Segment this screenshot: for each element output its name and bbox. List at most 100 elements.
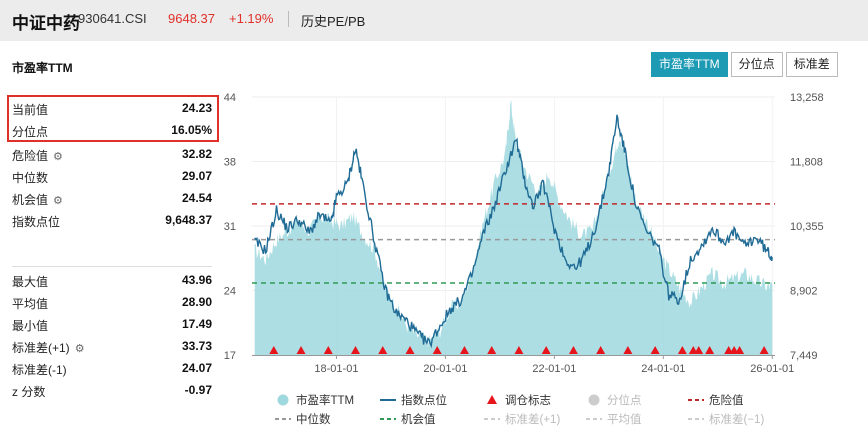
legend-label: 平均值: [607, 413, 642, 426]
legend-circle-icon: [277, 394, 289, 406]
stat-danger: 危险值 ⚙ 32.82: [12, 144, 212, 164]
tab-pe-ttm[interactable]: 市盈率TTM: [651, 52, 728, 77]
legend-label: 机会值: [401, 412, 436, 426]
legend-item[interactable]: 标准差(−1): [688, 412, 764, 426]
legend-item[interactable]: 市盈率TTM: [277, 393, 355, 407]
legend-circle-icon: [588, 394, 600, 406]
stat-label: z 分数: [12, 385, 46, 399]
legend-item[interactable]: 机会值: [380, 412, 436, 426]
stat-value: 24.07: [181, 361, 212, 375]
rebalance-marker: [432, 346, 442, 354]
gear-icon[interactable]: ⚙: [74, 343, 85, 355]
y-left-tick-label: 38: [224, 157, 236, 169]
legend-label: 标准差(+1): [505, 412, 560, 426]
stat-label: 危险值: [12, 149, 49, 163]
y-left-tick-label: 31: [224, 221, 236, 233]
stat-value: 29.07: [181, 169, 212, 183]
stat-value: 24.54: [181, 191, 212, 205]
legend-label: 标准差(−1): [709, 412, 764, 426]
y-left-tick-label: 24: [224, 286, 236, 298]
stat-opportunity: 机会值 ⚙ 24.54: [12, 188, 212, 208]
index-code: 930641.CSI: [78, 11, 147, 26]
legend-item[interactable]: 平均值: [586, 413, 642, 426]
rebalance-marker: [759, 346, 769, 354]
x-tick-label: 18-01-01: [314, 363, 358, 375]
legend-label: 中位数: [296, 412, 331, 426]
rebalance-marker: [705, 346, 715, 354]
legend-label: 市盈率TTM: [296, 393, 354, 407]
legend-item[interactable]: 分位点: [588, 393, 642, 407]
legend-label: 指数点位: [401, 393, 447, 407]
header-divider: [288, 11, 289, 27]
legend-item[interactable]: 指数点位: [380, 393, 447, 407]
gear-icon[interactable]: ⚙: [53, 195, 63, 207]
stat-label: 当前值: [12, 103, 49, 117]
index-name: 中证中药: [12, 14, 80, 33]
stat-label: 中位数: [12, 171, 49, 185]
rebalance-marker: [269, 346, 279, 354]
stat-label: 分位点: [12, 125, 49, 139]
rebalance-marker: [735, 346, 745, 354]
stat-value: 33.73: [181, 339, 212, 353]
stat-mean: 平均值 28.90: [12, 292, 212, 312]
rebalance-marker: [541, 346, 551, 354]
rebalance-marker: [596, 346, 606, 354]
stat-max: 最大值 43.96: [12, 270, 212, 290]
stat-label: 指数点位: [12, 215, 61, 229]
stat-std-plus: 标准差(+1) ⚙ 33.73: [12, 336, 212, 356]
legend-item[interactable]: 危险值: [688, 393, 744, 407]
x-tick-label: 20-01-01: [423, 363, 467, 375]
legend-label: 危险值: [709, 393, 744, 407]
rebalance-marker: [568, 346, 578, 354]
reference-lines: [252, 203, 775, 284]
stat-index-points: 指数点位 9,648.37: [12, 210, 212, 230]
x-tick-label: 22-01-01: [532, 363, 576, 375]
rebalance-marker: [650, 346, 660, 354]
y-axis-right: 13,258 11,808 10,355 8,902 7,449: [790, 92, 824, 362]
legend-item[interactable]: 调仓标志: [487, 393, 551, 407]
stat-label: 标准差(+1): [12, 341, 70, 355]
highlight-box: [7, 95, 219, 142]
stat-value: 17.49: [181, 317, 212, 331]
stat-label: 机会值: [12, 193, 49, 207]
y-right-tick-label: 7,449: [790, 350, 818, 362]
history-pe-pb-link[interactable]: 历史PE/PB: [301, 14, 366, 29]
rebalance-marker: [459, 346, 469, 354]
y-right-tick-label: 11,808: [790, 157, 823, 169]
stat-value: 16.05%: [171, 123, 212, 137]
index-points-line: [254, 114, 773, 349]
rebalance-marker: [514, 346, 524, 354]
stat-value: 32.82: [181, 147, 212, 161]
stat-label: 最小值: [12, 319, 49, 333]
x-tick-label: 24-01-01: [641, 363, 685, 375]
legend-item[interactable]: 中位数: [275, 412, 331, 426]
legend-triangle-icon: [487, 395, 497, 404]
legend-label: 调仓标志: [505, 393, 551, 407]
y-left-tick-label: 44: [224, 92, 236, 104]
header-bar: 中证中药 930641.CSI 9648.37 +1.19% 历史PE/PB: [0, 0, 868, 38]
rebalance-marker: [623, 346, 633, 354]
y-right-tick-label: 13,258: [790, 92, 824, 104]
tab-percentile[interactable]: 分位点: [730, 52, 783, 77]
legend-item[interactable]: 标准差(+1): [484, 412, 560, 426]
rebalance-marker: [405, 346, 415, 354]
stats-divider: [12, 266, 212, 267]
y-left-tick-label: 17: [224, 350, 236, 362]
legend-label: 分位点: [607, 393, 642, 407]
stat-value: 43.96: [181, 273, 212, 287]
panel-title: 市盈率TTM: [12, 61, 73, 75]
rebalance-marker: [487, 346, 497, 354]
tab-std-dev[interactable]: 标准差: [785, 52, 838, 77]
stat-label: 最大值: [12, 275, 49, 289]
x-tick-label: 26-01-01: [750, 363, 794, 375]
rebalance-marker: [351, 346, 361, 354]
stat-zscore: z 分数 -0.97: [12, 380, 212, 400]
gear-icon[interactable]: ⚙: [53, 151, 63, 163]
rebalance-marker: [677, 346, 687, 354]
stat-value: 9,648.37: [165, 213, 212, 227]
stat-current: 当前值 24.23: [12, 98, 212, 118]
stat-label: 平均值: [12, 297, 49, 311]
x-axis: 18-01-01 20-01-01 22-01-01 24-01-01 26-01-01: [252, 355, 794, 375]
stat-median: 中位数 29.07: [12, 166, 212, 186]
